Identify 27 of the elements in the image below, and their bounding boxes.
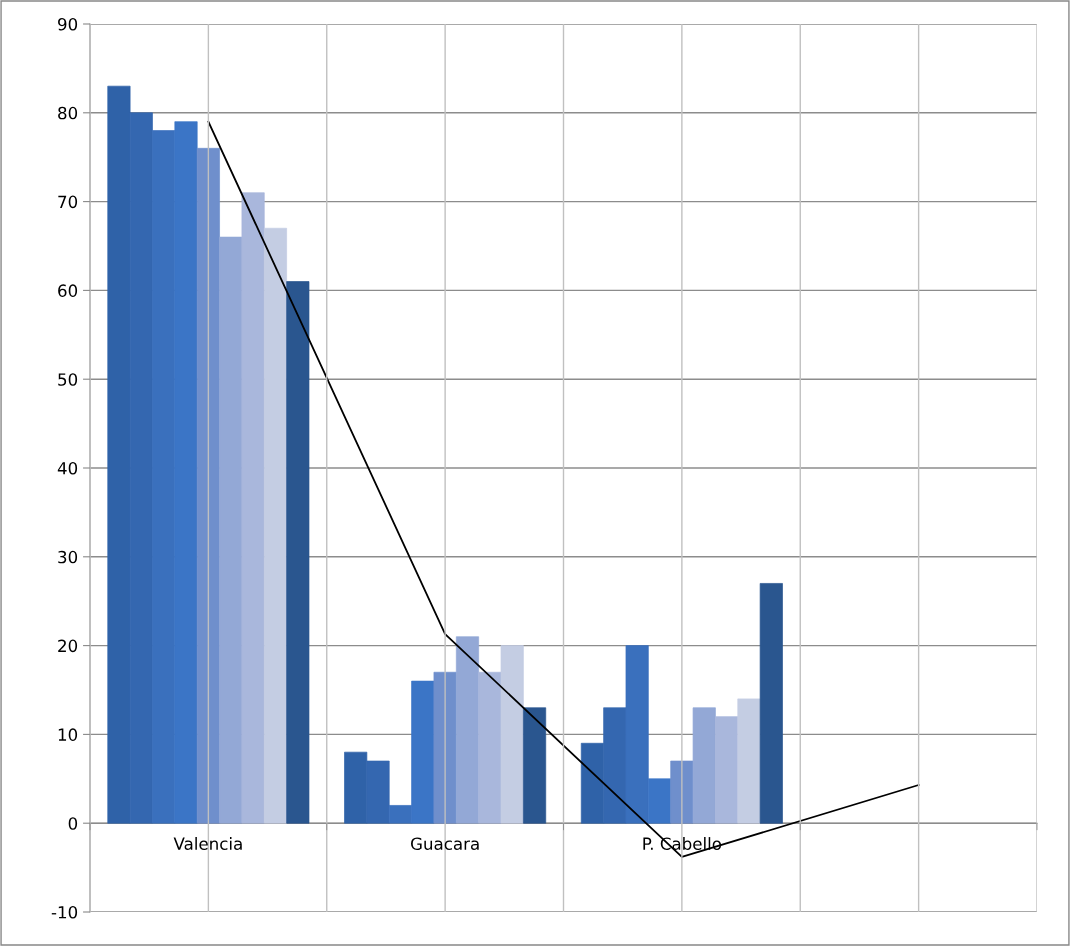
y-tick-label: 60 — [58, 284, 78, 297]
x-tick-label: Valencia — [173, 837, 242, 850]
x-tick-label: Guacara — [410, 837, 479, 850]
bar — [523, 707, 547, 824]
bar — [737, 698, 761, 824]
y-tick-label: 70 — [58, 195, 78, 209]
y-tick-label: 90 — [58, 17, 78, 31]
y-tick-label: 50 — [58, 373, 78, 386]
y-tick-label: 30 — [58, 550, 78, 564]
bar — [759, 583, 783, 824]
bar — [500, 645, 524, 824]
bar — [241, 192, 265, 824]
y-tick-label: -10 — [51, 905, 78, 919]
bar — [478, 671, 502, 824]
bar — [455, 636, 480, 824]
y-tick-label: 40 — [57, 461, 78, 475]
bar — [715, 716, 739, 824]
bar — [219, 236, 243, 824]
bar — [286, 281, 310, 824]
y-tick-label: 20 — [58, 639, 78, 653]
bar — [263, 227, 287, 824]
y-tick-label: 0 — [68, 817, 78, 830]
y-tick-label: 10 — [58, 728, 78, 741]
bar — [692, 707, 716, 824]
y-tick-label: 80 — [58, 106, 78, 120]
bar — [196, 147, 220, 824]
bar — [433, 671, 457, 824]
